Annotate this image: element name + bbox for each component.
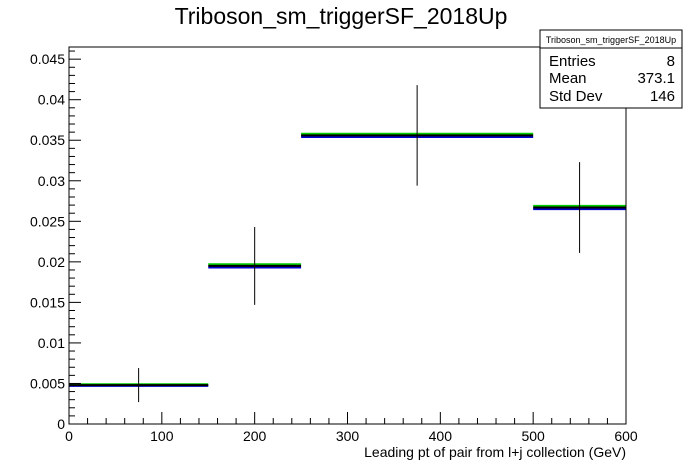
- stats-entries-label: Entries: [549, 53, 596, 70]
- x-tick-label: 600: [614, 428, 638, 444]
- stats-stddev-label: Std Dev: [549, 88, 603, 105]
- y-tick-label: 0.03: [38, 173, 65, 189]
- x-tick-label: 300: [336, 428, 360, 444]
- stats-mean-value: 373.1: [637, 70, 675, 87]
- stats-entries-value: 8: [667, 53, 675, 70]
- y-tick-label: 0.025: [30, 213, 65, 229]
- x-tick-label: 200: [243, 428, 267, 444]
- stats-box-title: Triboson_sm_triggerSF_2018Up: [546, 35, 676, 45]
- y-tick-label: 0.035: [30, 132, 65, 148]
- x-tick-label: 500: [521, 428, 545, 444]
- x-tick-label: 400: [429, 428, 453, 444]
- chart-title: Triboson_sm_triggerSF_2018Up: [175, 3, 508, 29]
- x-axis-label: Leading pt of pair from l+j collection (…: [364, 444, 626, 460]
- stats-mean-label: Mean: [549, 70, 587, 87]
- y-tick-label: 0.005: [30, 375, 65, 391]
- y-tick-label: 0: [57, 416, 65, 432]
- x-tick-label: 0: [65, 428, 73, 444]
- y-tick-label: 0.01: [38, 335, 65, 351]
- y-tick-label: 0.045: [30, 51, 65, 67]
- stats-box-frame: [539, 29, 683, 109]
- stats-stddev-value: 146: [650, 88, 675, 105]
- x-tick-label: 100: [150, 428, 174, 444]
- y-tick-label: 0.015: [30, 294, 65, 310]
- y-tick-label: 0.04: [38, 92, 65, 108]
- stats-box: Triboson_sm_triggerSF_2018Up Entries 8 M…: [539, 29, 683, 109]
- y-tick-label: 0.02: [38, 254, 65, 270]
